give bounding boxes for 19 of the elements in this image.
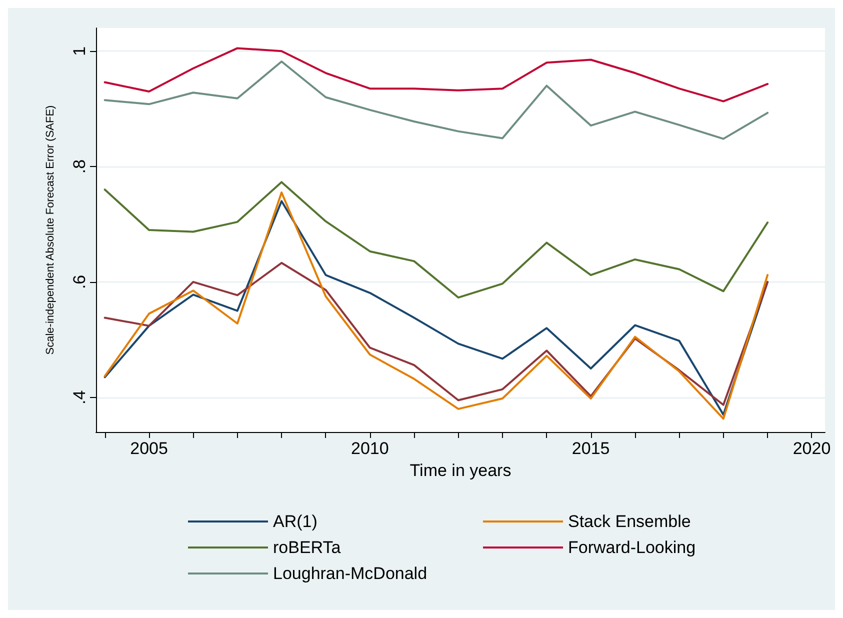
x-tick-label: 2015 bbox=[572, 439, 610, 458]
x-axis-title: Time in years bbox=[410, 461, 512, 480]
x-tick-label: 2005 bbox=[130, 439, 168, 458]
x-tick-label: 2010 bbox=[351, 439, 389, 458]
y-tick-label: .6 bbox=[70, 274, 89, 290]
y-tick-label: .8 bbox=[70, 159, 89, 174]
line-series bbox=[104, 262, 769, 406]
x-tick-label: 2020 bbox=[792, 439, 831, 458]
line-series bbox=[104, 60, 769, 140]
legend-label: roBERTa bbox=[273, 538, 342, 557]
y-axis-title: Scale-independent Absolute Forecast Error (SAFE) bbox=[44, 105, 56, 355]
legend-label: Stack Ensemble bbox=[568, 512, 691, 531]
line-series bbox=[104, 47, 769, 102]
y-tick-label: .4 bbox=[70, 390, 89, 404]
legend-label: Forward-Looking bbox=[568, 538, 696, 557]
legend-label: Loughran-McDonald bbox=[273, 564, 428, 583]
legend-label: AR(1) bbox=[273, 512, 318, 531]
line-series bbox=[104, 181, 769, 299]
y-tick-label: 1 bbox=[70, 46, 89, 56]
